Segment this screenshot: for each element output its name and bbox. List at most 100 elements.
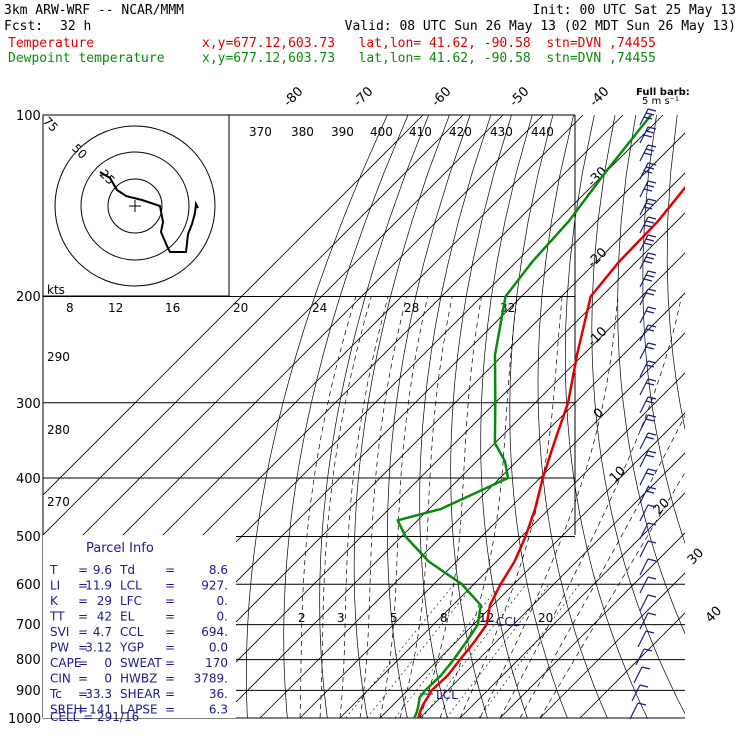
parcel-equals: = <box>165 579 175 593</box>
wind-barb-flag <box>647 396 657 400</box>
wind-barb-flag <box>647 360 657 364</box>
wind-barb-flag <box>645 328 655 332</box>
parcel-equals: = <box>78 687 88 701</box>
mixing-ratio-label: 3 <box>337 611 345 625</box>
moist-adiabat-line <box>379 296 429 718</box>
theta-label: 290 <box>47 350 70 364</box>
wind-barb-flag <box>645 166 655 170</box>
isotherm-line <box>219 252 685 718</box>
wind-barb-flag <box>645 346 655 350</box>
isotherm-line <box>499 532 685 718</box>
wind-barb-flag <box>645 364 655 368</box>
isotherm-line <box>43 115 424 496</box>
wind-barb-flag <box>645 256 655 260</box>
wind-barb-shaft <box>635 648 645 666</box>
parcel-field-label: T <box>49 563 58 577</box>
temperature-line <box>417 185 685 718</box>
dry-adiabat-line <box>691 115 740 731</box>
dewpoint-line <box>396 115 652 718</box>
wind-barb-flag <box>643 648 653 652</box>
theta-label: 370 <box>249 125 272 139</box>
wind-barb-shaft <box>637 630 647 648</box>
init-time: Init: 00 UTC Sat 25 May 13 <box>532 3 737 18</box>
wind-barb-shaft <box>639 414 649 432</box>
wind-barb-flag <box>647 288 657 292</box>
wind-barb-flag <box>643 152 653 156</box>
wind-barb-flag <box>645 472 655 476</box>
isotherm-line <box>299 332 685 718</box>
parcel-field-value: 3.12 <box>85 641 112 655</box>
pressure-label: 200 <box>16 290 41 305</box>
parcel-field-value: 927. <box>201 579 228 593</box>
wind-barb-shaft <box>629 702 639 720</box>
pressure-label: 900 <box>16 684 41 699</box>
parcel-field-label: LAPSE <box>120 703 158 717</box>
isotherm-line <box>419 452 685 718</box>
wind-barb-flag <box>647 612 657 616</box>
dry-adiabat-line <box>642 115 685 545</box>
parcel-field-label: LCL <box>120 579 142 593</box>
theta-label: 280 <box>47 423 70 437</box>
header: 3km ARW-WRF -- NCAR/MMM Init: 00 UTC Sat… <box>0 0 740 70</box>
pressure-label: 1000 <box>8 712 41 727</box>
parcel-field-value: 36. <box>209 687 228 701</box>
parcel-field-value: 0 <box>104 672 112 686</box>
hodograph-ring-50 <box>80 151 190 261</box>
hodograph-trace <box>99 171 199 253</box>
isotherm-label: -80 <box>281 84 307 110</box>
parcel-field-label: HWBZ <box>120 672 157 686</box>
forecast-hour: 32 h <box>60 19 92 34</box>
wind-barb-flag <box>643 260 653 264</box>
dry-adiabat-line <box>714 115 740 731</box>
parcel-field-value: 6.3 <box>209 703 228 717</box>
parcel-equals: = <box>78 610 88 624</box>
parcel-field-label: Tc <box>49 687 62 701</box>
moist-adiabat-line <box>319 296 372 718</box>
wind-barb-flag <box>647 432 657 436</box>
parcel-field-label: LFC <box>120 594 142 608</box>
wind-barb-legend: Full barb: 5 m s⁻¹ <box>636 87 690 107</box>
parcel-field-value: 33.3 <box>85 687 112 701</box>
pressure-axis: 100 200 300 400 500 600 700 800 900 1000 <box>8 109 41 727</box>
dry-adiabat-line <box>617 115 685 635</box>
parcel-field-value: 141 <box>89 703 112 717</box>
pressure-label: 800 <box>16 653 41 668</box>
parcel-field-value: 694. <box>201 625 228 639</box>
wind-barb-flag <box>647 576 657 580</box>
speed-label: 20 <box>233 301 248 315</box>
wind-barb-flag <box>645 238 655 242</box>
dry-adiabat-line <box>246 115 388 718</box>
theta-label: 380 <box>291 125 314 139</box>
dry-adiabat-line <box>564 115 648 718</box>
wind-barb-flag <box>643 116 653 120</box>
mixing-ratio-label: 8 <box>440 611 448 625</box>
pressure-label: 500 <box>16 530 41 545</box>
parcel-field-value: 0. <box>217 610 228 624</box>
parcel-field-label: EL <box>120 610 135 624</box>
moist-adiabat-line <box>439 296 518 718</box>
wind-barb-flag <box>645 274 655 278</box>
parcel-field-label: YGP <box>119 641 144 655</box>
wind-barb-flag <box>645 436 655 440</box>
mixing-ratio-line <box>366 584 475 718</box>
parcel-field-label: Td <box>119 563 135 577</box>
wind-barb-shaft <box>639 432 649 450</box>
moist-adiabat-line <box>479 296 619 718</box>
barb-legend-units: 5 m s⁻¹ <box>642 96 679 107</box>
wind-barb-shaft <box>639 468 649 486</box>
isotherm-label: -10 <box>585 324 611 350</box>
moist-adiabat-line <box>519 414 685 718</box>
parcel-equals: = <box>165 703 175 717</box>
theta-labels: 370 380 390 400 410 420 430 440 290 280 … <box>47 125 554 509</box>
isotherm-label: 40 <box>703 604 725 626</box>
mixing-ratio-line <box>421 584 527 718</box>
wind-barb-flag <box>645 292 655 296</box>
isotherm-line <box>579 612 685 718</box>
parcel-equals: = <box>165 656 175 670</box>
isotherm-line <box>259 292 685 718</box>
mixing-ratio-line <box>345 584 455 718</box>
wind-barb-flag <box>643 134 653 138</box>
parcel-field-label: CCL <box>120 625 144 639</box>
hodograph-ring-75 <box>54 125 216 287</box>
